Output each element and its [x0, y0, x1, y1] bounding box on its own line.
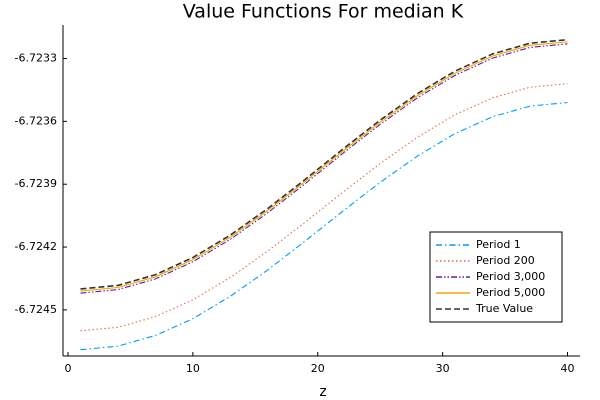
legend: Period 1 Period 200 Period 3,000 Period 5,0… [429, 231, 563, 323]
y-tick-label: -6.7236 [15, 114, 57, 127]
x-tick-label: 20 [311, 362, 325, 375]
legend-label: Period 200 [476, 254, 535, 267]
legend-label: Period 5,000 [476, 286, 545, 299]
x-tick-label: 0 [64, 362, 71, 375]
series-line [80, 101, 568, 351]
legend-label: Period 1 [476, 238, 521, 251]
y-tick-label: -6.7242 [15, 240, 57, 253]
legend-label: True Value [475, 302, 533, 315]
x-tick-label: 40 [561, 362, 575, 375]
x-tick-label: 30 [436, 362, 450, 375]
y-tick-label: -6.7233 [15, 52, 57, 65]
series-line [80, 41, 568, 292]
legend-label: Period 3,000 [476, 270, 545, 283]
series-line [80, 38, 568, 290]
series-line [80, 43, 568, 294]
x-axis-label: z [319, 384, 326, 400]
y-tick-label: -6.7239 [15, 177, 57, 190]
y-tick-label: -6.7245 [15, 303, 57, 316]
series-line [80, 83, 568, 332]
chart-title: Value Functions For median K [183, 1, 464, 23]
x-tick-label: 10 [186, 362, 200, 375]
